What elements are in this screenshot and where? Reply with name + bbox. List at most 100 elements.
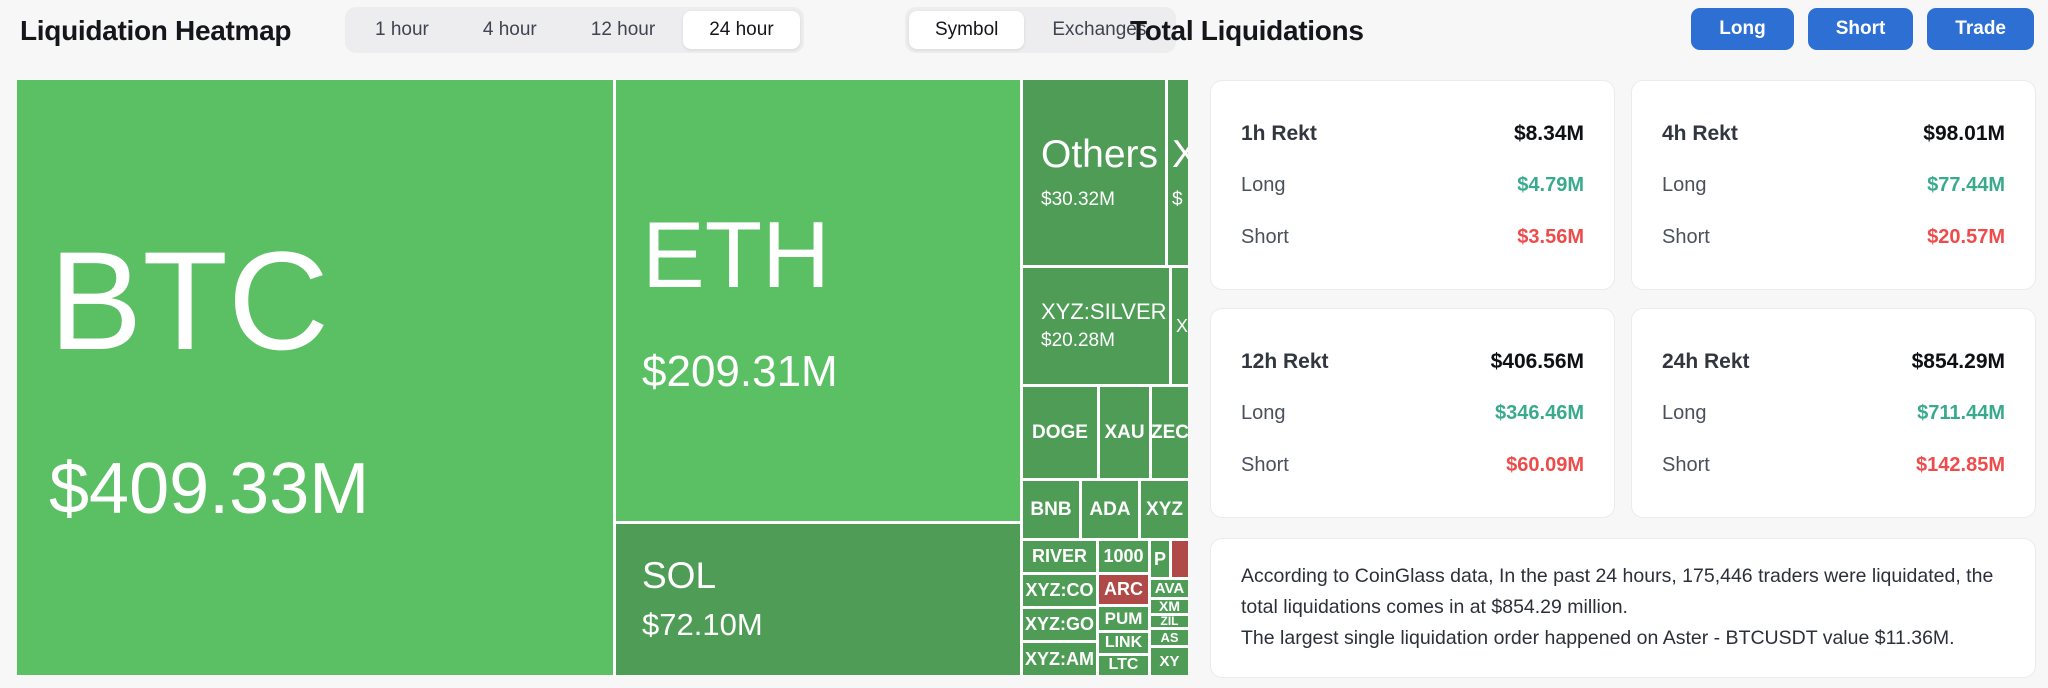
treemap-cell-label: AS xyxy=(1160,630,1179,645)
treemap-cell-value: $409.33M xyxy=(49,448,370,529)
treemap-cell-label: ADA xyxy=(1089,498,1131,520)
view-toggle: Symbol Exchanges xyxy=(905,7,1177,53)
time-tab-24h[interactable]: 24 hour xyxy=(683,11,800,49)
treemap-cell-river[interactable]: RIVER xyxy=(1023,541,1096,572)
liquidation-summary-note: According to CoinGlass data, In the past… xyxy=(1210,538,2036,678)
card-title: 1h Rekt xyxy=(1241,121,1317,145)
treemap-cell-label: DOGE xyxy=(1032,421,1088,443)
treemap-cell-link[interactable]: LINK xyxy=(1099,633,1148,653)
trade-button[interactable]: Trade xyxy=(1927,8,2034,50)
card-short-value: $60.09M xyxy=(1506,453,1584,476)
card-short-value: $20.57M xyxy=(1927,225,2005,248)
treemap-cell-xyz-co[interactable]: XYZ:CO xyxy=(1023,575,1096,606)
card-long-value: $77.44M xyxy=(1927,174,2005,196)
treemap-cell-label: 1000 xyxy=(1103,546,1144,567)
header-action-buttons: Long Short Trade xyxy=(1691,8,2034,50)
treemap-cell-cut-mid-right[interactable]: X xyxy=(1172,268,1188,384)
card-short-label: Short xyxy=(1662,453,1710,476)
treemap-cell-label: SOL xyxy=(642,554,717,596)
card-title: 12h Rekt xyxy=(1241,349,1329,373)
treemap-cell-arc[interactable]: ARC xyxy=(1099,575,1148,604)
page-title: Liquidation Heatmap xyxy=(20,15,292,46)
treemap-cell-as[interactable]: AS xyxy=(1151,630,1188,645)
card-long-value: $711.44M xyxy=(1917,402,2005,424)
treemap-cell-label: ZIL xyxy=(1160,616,1179,627)
treemap-cell-value: $30.32M xyxy=(1041,188,1115,210)
treemap-cell-sol[interactable]: SOL $72.10M xyxy=(616,524,1020,675)
treemap-cell-btc[interactable]: BTC $409.33M xyxy=(17,80,613,675)
treemap-cell-doge[interactable]: DOGE xyxy=(1023,387,1097,478)
card-total-value: $98.01M xyxy=(1923,121,2005,145)
treemap-cell-label: Others xyxy=(1041,133,1159,177)
treemap-cell-label: BNB xyxy=(1030,498,1072,520)
time-range-tabs: 1 hour 4 hour 12 hour 24 hour xyxy=(345,7,804,53)
card-short-label: Short xyxy=(1241,225,1289,248)
rekt-card-12h: 12h Rekt $406.56M Long $346.46M Short $60.0… xyxy=(1210,308,1615,518)
view-toggle-exchanges[interactable]: Exchanges xyxy=(1052,19,1147,40)
treemap-cell-value: $20.28M xyxy=(1041,330,1115,352)
treemap-cell-xyz-silver[interactable]: XYZ:SILVER $20.28M xyxy=(1023,268,1169,384)
treemap-cell-label: XYZ:CO xyxy=(1025,580,1094,601)
card-total-value: $854.29M xyxy=(1911,349,2005,373)
treemap-cell-p[interactable]: P xyxy=(1151,541,1169,577)
time-tab-4h[interactable]: 4 hour xyxy=(482,19,537,40)
long-button[interactable]: Long xyxy=(1691,8,1794,50)
treemap-cell-red-sliver[interactable] xyxy=(1172,541,1188,577)
treemap-cell-zil[interactable]: ZIL xyxy=(1151,616,1188,627)
treemap-cell-xyz[interactable]: XYZ xyxy=(1141,481,1188,538)
card-short-label: Short xyxy=(1662,225,1710,248)
rekt-card-1h: 1h Rekt $8.34M Long $4.79M Short $3.56M xyxy=(1210,80,1615,290)
treemap-cell-label: X xyxy=(1172,133,1188,177)
treemap-cell-ltc[interactable]: LTC xyxy=(1099,656,1148,675)
treemap-cell-cut-top-right[interactable]: X $ xyxy=(1168,80,1188,265)
treemap-cell-value: $72.10M xyxy=(642,607,763,643)
treemap-cell-label: XM xyxy=(1159,600,1180,613)
treemap-cell-label: ZEC xyxy=(1152,421,1188,443)
rekt-cards-grid: 1h Rekt $8.34M Long $4.79M Short $3.56M 4h … xyxy=(1210,80,2036,518)
treemap-cell-label: XYZ:AM xyxy=(1025,648,1094,669)
treemap-cell-label: LTC xyxy=(1108,656,1139,674)
card-short-value: $142.85M xyxy=(1916,453,2005,476)
treemap-cell-label: XAU xyxy=(1104,421,1145,443)
card-total-value: $8.34M xyxy=(1513,121,1584,145)
treemap-cell-ada[interactable]: ADA xyxy=(1082,481,1138,538)
short-button[interactable]: Short xyxy=(1807,8,1914,50)
treemap-cell-pum[interactable]: PUM xyxy=(1099,607,1148,630)
rekt-card-4h: 4h Rekt $98.01M Long $77.44M Short $20.57M xyxy=(1631,80,2036,290)
treemap-cell-zec[interactable]: ZEC xyxy=(1152,387,1188,478)
card-long-label: Long xyxy=(1241,402,1286,424)
card-short-label: Short xyxy=(1241,453,1289,476)
treemap-cell-others[interactable]: Others $30.32M xyxy=(1023,80,1165,265)
treemap-cell-label: BTC xyxy=(49,221,329,379)
treemap-cell-xau[interactable]: XAU xyxy=(1100,387,1149,478)
card-long-label: Long xyxy=(1241,174,1286,196)
treemap-cell-label: LINK xyxy=(1104,633,1143,651)
treemap-cell-bnb[interactable]: BNB xyxy=(1023,481,1079,538)
treemap-cell-label: P xyxy=(1153,548,1166,569)
card-short-value: $3.56M xyxy=(1517,225,1584,248)
total-liquidations-title: Total Liquidations xyxy=(1130,15,1364,46)
treemap-cell-xy[interactable]: XY xyxy=(1151,648,1188,675)
treemap-cell-label: XY xyxy=(1159,652,1180,670)
view-toggle-symbol[interactable]: Symbol xyxy=(909,11,1025,49)
treemap-cell-1000[interactable]: 1000 xyxy=(1099,541,1148,572)
treemap-cell-label: ETH xyxy=(642,201,830,307)
time-tab-12h[interactable]: 12 hour xyxy=(590,19,656,40)
card-total-value: $406.56M xyxy=(1490,349,1584,373)
treemap-cell-xyz-am[interactable]: XYZ:AM xyxy=(1023,643,1096,675)
treemap-cell-label: ARC xyxy=(1104,579,1143,600)
treemap-cell-xyz-go[interactable]: XYZ:GO xyxy=(1023,609,1096,640)
time-tab-1h[interactable]: 1 hour xyxy=(375,19,429,40)
treemap-cell-value: $209.31M xyxy=(642,347,838,397)
treemap-cell-xm[interactable]: XM xyxy=(1151,600,1188,613)
card-long-label: Long xyxy=(1662,174,1707,196)
treemap-cell-eth[interactable]: ETH $209.31M xyxy=(616,80,1020,521)
treemap-cell-label: XYZ xyxy=(1146,498,1183,520)
treemap-cell-ava[interactable]: AVA xyxy=(1151,580,1188,597)
treemap-cell-label: PUM xyxy=(1104,608,1143,628)
card-long-value: $346.46M xyxy=(1495,402,1584,424)
treemap-cell-label: XYZ:GO xyxy=(1024,614,1094,635)
treemap-cell-label: AVA xyxy=(1154,580,1185,597)
note-line-2: The largest single liquidation order hap… xyxy=(1241,626,1955,649)
